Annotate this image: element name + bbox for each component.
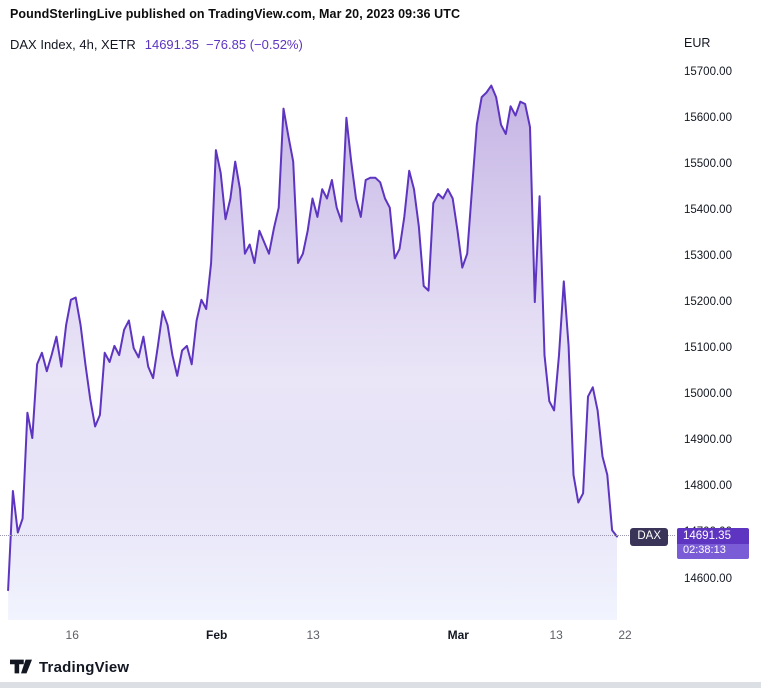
price-tick-label: 15300.00	[684, 250, 732, 263]
symbol-price-flag: DAX	[630, 528, 668, 547]
footer: TradingView	[0, 652, 761, 682]
time-tick-label: Mar	[447, 628, 469, 642]
price-area-chart	[7, 84, 618, 620]
price-tick-label: 14800.00	[684, 480, 732, 493]
last-price-badge: 14691.35 02:38:13	[677, 528, 749, 560]
time-axis[interactable]: 16 Feb 13 Mar 13 22	[0, 620, 761, 652]
last-price-value: 14691.35	[677, 528, 749, 545]
currency-label: EUR	[684, 36, 711, 50]
publish-text: PoundSterlingLive published on TradingVi…	[10, 7, 461, 21]
time-tick-label: 22	[618, 628, 632, 642]
legend-last-price: 14691.35	[144, 37, 199, 52]
bottom-strip	[0, 682, 761, 688]
price-tick-label: 15200.00	[684, 296, 732, 309]
price-tick-label: 15500.00	[684, 157, 732, 170]
price-tick-label: 15000.00	[684, 388, 732, 401]
price-line-series	[7, 84, 618, 592]
plot-pane[interactable]: DAX Index, 4h, XETR 14691.35 −76.85 (−0.52…	[0, 28, 675, 620]
tradingview-logo-icon[interactable]	[10, 659, 32, 675]
current-price-line	[0, 535, 675, 537]
price-tick-label: 14900.00	[684, 434, 732, 447]
time-tick-label: 13	[306, 628, 320, 642]
price-tick-label: 15400.00	[684, 203, 732, 216]
bar-countdown: 02:38:13	[677, 544, 749, 560]
legend-change: −76.85 (−0.52%)	[205, 37, 303, 52]
chart-legend: DAX Index, 4h, XETR 14691.35 −76.85 (−0.52…	[10, 37, 310, 52]
price-tick-label: 15600.00	[684, 111, 732, 124]
price-tick-label: 15700.00	[684, 65, 732, 78]
area-fill	[8, 85, 617, 620]
price-tick-label: 15100.00	[684, 342, 732, 355]
time-tick-label: Feb	[206, 628, 228, 642]
price-axis[interactable]: EUR 14691.35 02:38:13 14600.0014700.0014…	[675, 28, 761, 620]
time-tick-label: 16	[65, 628, 79, 642]
price-tick-label: 14600.00	[684, 572, 732, 585]
publish-bar: PoundSterlingLive published on TradingVi…	[0, 0, 761, 28]
tradingview-wordmark[interactable]: TradingView	[39, 658, 130, 676]
chart-area: DAX Index, 4h, XETR 14691.35 −76.85 (−0.52…	[0, 28, 761, 620]
time-tick-label: 13	[549, 628, 563, 642]
symbol-title[interactable]: DAX Index, 4h, XETR	[10, 37, 136, 52]
